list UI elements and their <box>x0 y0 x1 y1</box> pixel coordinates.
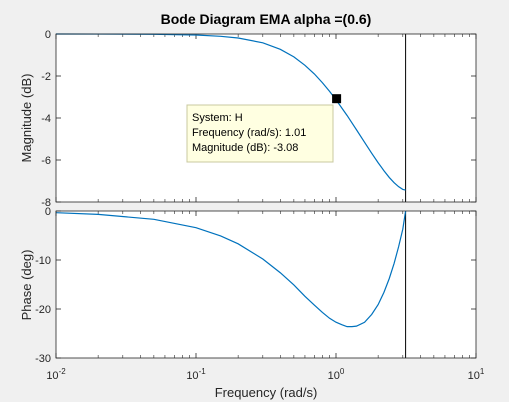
data-point-phase <box>371 314 372 315</box>
y-tick-label: -2 <box>41 71 51 83</box>
data-point-phase <box>393 263 394 264</box>
data-point-magnitude <box>195 34 196 35</box>
data-point-phase <box>341 324 342 325</box>
data-point-phase <box>314 304 315 305</box>
data-point-magnitude <box>262 42 263 43</box>
axes-border <box>55 33 477 203</box>
y-tick-label: 0 <box>45 29 51 41</box>
y-tick-label: -10 <box>35 255 51 267</box>
data-point-phase <box>329 318 330 319</box>
data-point-phase <box>280 272 281 273</box>
x-axis-label: Frequency (rad/s) <box>215 385 318 400</box>
data-point-phase <box>153 219 154 220</box>
chart-title: Bode Diagram EMA alpha =(0.6) <box>161 11 372 27</box>
datatip-box <box>186 104 334 163</box>
data-point-magnitude <box>383 170 384 171</box>
data-point-magnitude <box>389 177 390 178</box>
y-tick-label: -30 <box>35 353 51 365</box>
data-point-phase <box>346 326 347 327</box>
data-point-magnitude <box>378 162 379 163</box>
axes-border <box>55 210 477 359</box>
data-point-phase <box>238 243 239 244</box>
data-point-magnitude <box>398 186 399 187</box>
y-tick-label: -20 <box>35 304 51 316</box>
data-point-magnitude <box>238 37 239 38</box>
series-line-phase <box>55 210 407 328</box>
data-point-magnitude <box>371 153 372 154</box>
data-point-magnitude <box>402 189 403 190</box>
x-tick-label: 101 <box>468 367 485 382</box>
data-point-phase <box>335 322 336 323</box>
datatip-marker <box>332 94 342 104</box>
data-point-magnitude <box>293 56 294 57</box>
data-point-phase <box>356 326 357 327</box>
data-point-phase <box>262 258 263 259</box>
data-point-magnitude <box>322 82 323 83</box>
data-point-magnitude <box>280 49 281 50</box>
data-point-magnitude <box>346 115 347 116</box>
data-point-phase <box>195 227 196 228</box>
x-tick-label: 10-1 <box>186 367 206 382</box>
data-point-magnitude <box>220 36 221 37</box>
y-tick-label: 0 <box>45 206 51 218</box>
data-point-phase <box>322 312 323 313</box>
data-point-phase <box>398 246 399 247</box>
data-point-phase <box>304 296 305 297</box>
series-line-magnitude <box>55 33 406 191</box>
data-point-magnitude <box>393 182 394 183</box>
y-tick-label: -4 <box>41 113 51 125</box>
data-point-magnitude <box>314 73 315 74</box>
data-point-phase <box>351 326 352 327</box>
plot-area <box>56 211 476 358</box>
phase-axes[interactable]: 0 -10 -20 -30 10-2 10-1 100 101 <box>35 206 485 382</box>
datatip-line: System: H <box>192 112 243 124</box>
data-point-phase <box>389 278 390 279</box>
data-point-phase <box>98 214 99 215</box>
magnitude-y-label: Magnitude (dB) <box>19 74 34 163</box>
y-tick-label: -6 <box>41 155 51 167</box>
data-point-phase <box>402 229 403 230</box>
data-point-magnitude <box>329 91 330 92</box>
data-point-phase <box>220 235 221 236</box>
data-point-magnitude <box>304 65 305 66</box>
data-point-phase <box>383 292 384 293</box>
datatip-line: Magnitude (dB): -3.08 <box>192 142 298 154</box>
datatip-line: Frequency (rad/s): 1.01 <box>192 127 306 139</box>
x-tick-label: 10-2 <box>46 367 66 382</box>
data-point-phase <box>293 284 294 285</box>
data-point-phase <box>378 304 379 305</box>
data-point-magnitude <box>364 142 365 143</box>
phase-y-label: Phase (deg) <box>19 250 34 321</box>
data-point-phase <box>364 322 365 323</box>
datatip[interactable]: System: H Frequency (rad/s): 1.01 Magnitud… <box>186 94 342 163</box>
data-point-magnitude <box>356 129 357 130</box>
data-point-magnitude <box>405 189 406 190</box>
x-tick-label: 100 <box>328 367 345 382</box>
y-tick-label: -8 <box>41 197 51 209</box>
